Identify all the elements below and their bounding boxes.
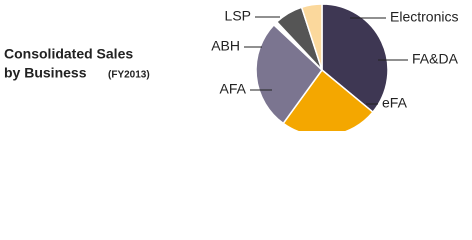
pie-slice [300, 3, 323, 71]
pie-slice [282, 68, 374, 131]
slice-label: AFA [220, 81, 247, 97]
chart-title: Consolidated Sales [4, 46, 133, 62]
chart-subtitle: (FY2013) [108, 70, 150, 81]
slice-label: ABH [211, 38, 240, 54]
pie-slice [255, 23, 323, 125]
slice-label: eFA [382, 95, 408, 111]
slice-label: LSP [225, 8, 251, 24]
chart: Consolidated Sales by Business (FY2013) … [4, 3, 459, 131]
slice-label: Electronics [390, 9, 458, 25]
chart-title: by Business [4, 65, 87, 81]
pie-slice [321, 3, 389, 114]
slice-label: FA&DA [412, 51, 459, 67]
